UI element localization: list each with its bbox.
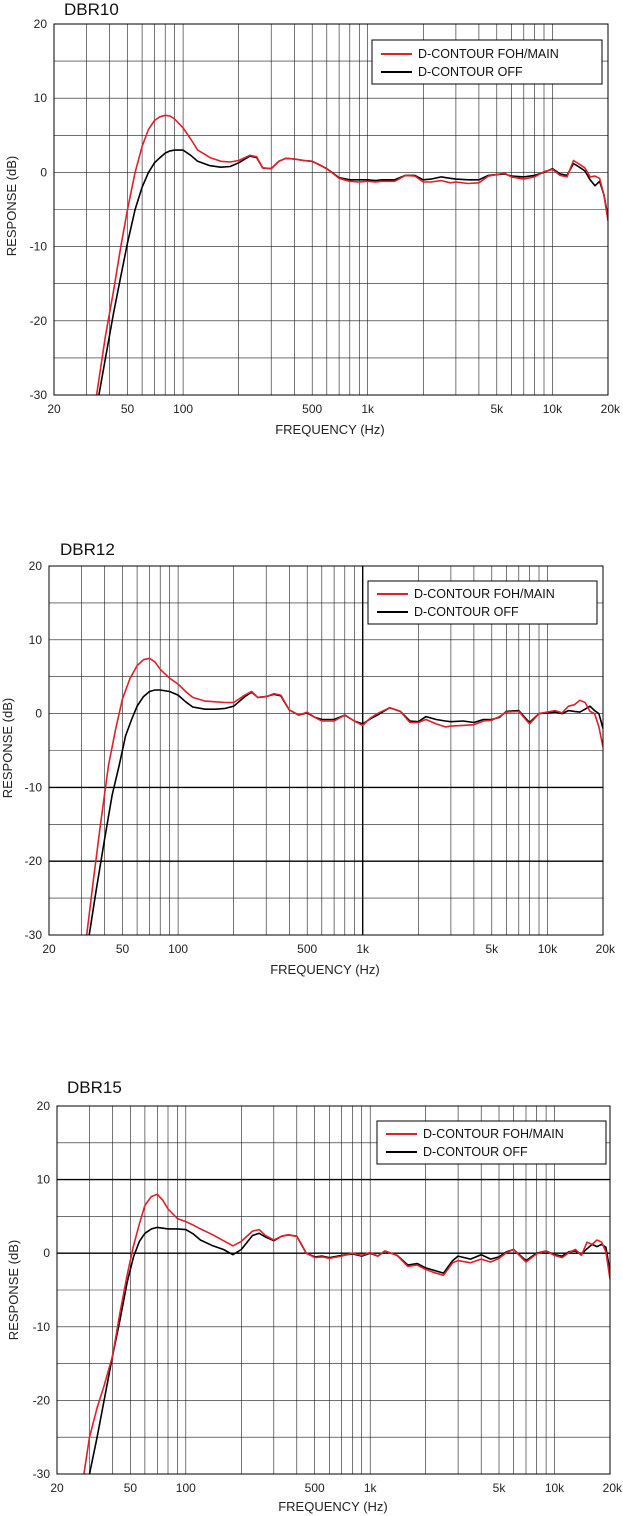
x-tick-label: 20k — [603, 1481, 623, 1495]
y-tick-label: -20 — [33, 1393, 51, 1407]
x-tick-label: 100 — [168, 942, 188, 956]
y-tick-label: -30 — [30, 388, 48, 402]
legend-box — [376, 1120, 607, 1165]
x-tick-label: 10k — [543, 402, 563, 416]
y-tick-label: 0 — [35, 707, 42, 721]
grid — [49, 566, 603, 935]
legend-box — [371, 39, 603, 85]
series-group — [85, 657, 603, 935]
y-tick-label: 10 — [37, 1173, 51, 1187]
legend-label-foh: D-CONTOUR FOH/MAIN — [423, 1127, 564, 1141]
series-line-foh-main — [83, 1193, 610, 1474]
x-tick-label: 500 — [305, 1481, 325, 1495]
y-tick-label: -10 — [33, 1320, 51, 1334]
y-tick-label: 0 — [43, 1246, 50, 1260]
chart-dbr12: DBR12 FREQUENCY (Hz) RESPONSE (dB) -30 -2… — [0, 540, 616, 977]
x-tick-label: 100 — [176, 1481, 196, 1495]
series-group — [83, 1193, 610, 1474]
legend-box — [367, 580, 598, 625]
x-tick-label: 5k — [490, 402, 504, 416]
chart-dbr10: DBR10 FREQUENCY (Hz) RESPONSE (dB) -30 -2… — [4, 0, 621, 437]
x-tick-labels: 20 50 100 500 1k 5k 10k 20k — [42, 942, 616, 956]
chart-dbr15: DBR15 FREQUENCY (Hz) RESPONSE (dB) -30 -2… — [6, 1078, 623, 1514]
series-line-off — [98, 149, 608, 395]
x-tick-labels: 20 50 100 500 1k 5k 10k 20k — [50, 1481, 623, 1495]
series-group — [95, 114, 608, 395]
y-tick-label: -10 — [30, 240, 48, 254]
x-tick-label: 500 — [297, 942, 317, 956]
y-tick-labels: -30 -20 -10 0 10 20 — [30, 17, 48, 402]
chart-title: DBR10 — [64, 0, 119, 19]
chart-title: DBR12 — [60, 540, 115, 559]
y-axis-label: RESPONSE (dB) — [6, 1240, 21, 1340]
x-axis-label: FREQUENCY (Hz) — [278, 1499, 388, 1514]
y-tick-label: -10 — [25, 780, 43, 794]
legend: D-CONTOUR FOH/MAIN D-CONTOUR OFF — [376, 1120, 607, 1165]
x-tick-label: 100 — [173, 402, 193, 416]
y-tick-label: 20 — [34, 17, 48, 31]
x-tick-label: 20 — [50, 1481, 64, 1495]
x-axis-label: FREQUENCY (Hz) — [275, 422, 385, 437]
plot-frame — [48, 565, 604, 936]
y-tick-label: 0 — [40, 165, 47, 179]
y-tick-label: 20 — [37, 1099, 51, 1113]
x-tick-label: 500 — [302, 402, 322, 416]
grid — [54, 24, 608, 395]
y-tick-label: -20 — [25, 854, 43, 868]
y-tick-label: 20 — [29, 559, 43, 573]
x-tick-label: 20k — [601, 402, 621, 416]
legend: D-CONTOUR FOH/MAIN D-CONTOUR OFF — [367, 580, 598, 625]
x-tick-labels: 20 50 100 500 1k 5k 10k 20k — [47, 402, 621, 416]
y-axis-label: RESPONSE (dB) — [4, 156, 19, 256]
y-tick-labels: -30 -20 -10 0 10 20 — [33, 1099, 51, 1481]
y-tick-label: 10 — [34, 91, 48, 105]
y-tick-label: 10 — [29, 633, 43, 647]
y-axis-label: RESPONSE (dB) — [0, 698, 15, 798]
chart-title: DBR15 — [67, 1078, 122, 1097]
y-tick-label: -30 — [25, 928, 43, 942]
plot-frame — [56, 1105, 611, 1475]
y-tick-labels: -30 -20 -10 0 10 20 — [25, 559, 43, 942]
x-tick-label: 10k — [545, 1481, 565, 1495]
x-tick-label: 50 — [121, 402, 135, 416]
x-tick-label: 1k — [356, 942, 370, 956]
y-tick-label: -20 — [30, 314, 48, 328]
legend-label-off: D-CONTOUR OFF — [423, 1145, 528, 1159]
x-tick-label: 10k — [538, 942, 558, 956]
legend: D-CONTOUR FOH/MAIN D-CONTOUR OFF — [371, 39, 603, 85]
x-tick-label: 1k — [364, 1481, 378, 1495]
x-tick-label: 20 — [47, 402, 61, 416]
y-tick-label: -30 — [33, 1467, 51, 1481]
x-axis-label: FREQUENCY (Hz) — [270, 962, 380, 977]
series-line-foh-main — [85, 657, 603, 935]
legend-label-foh: D-CONTOUR FOH/MAIN — [414, 587, 555, 601]
x-tick-label: 5k — [485, 942, 499, 956]
x-tick-label: 5k — [493, 1481, 507, 1495]
legend-label-off: D-CONTOUR OFF — [418, 65, 523, 79]
x-tick-label: 50 — [116, 942, 130, 956]
x-tick-label: 20k — [596, 942, 616, 956]
legend-label-foh: D-CONTOUR FOH/MAIN — [418, 47, 559, 61]
series-line-foh-main — [95, 114, 608, 395]
x-tick-label: 20 — [42, 942, 56, 956]
plot-frame — [53, 23, 609, 396]
legend-label-off: D-CONTOUR OFF — [414, 605, 519, 619]
x-tick-label: 1k — [361, 402, 375, 416]
x-tick-label: 50 — [124, 1481, 138, 1495]
